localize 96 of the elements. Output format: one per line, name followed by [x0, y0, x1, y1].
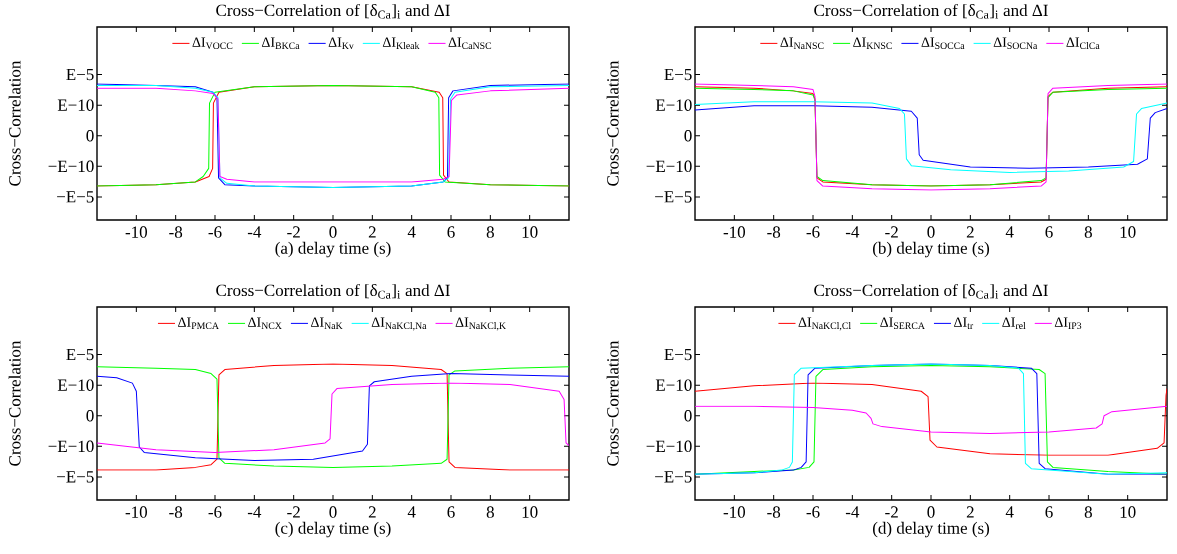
x-tick-label: -10 — [125, 226, 148, 238]
x-tick-label: -4 — [845, 226, 860, 238]
legend-label: ΔI$_{BKCa}$ — [261, 37, 300, 49]
legend-label: ΔI$_{KNSC}$ — [853, 37, 892, 49]
x-axis-title: (a) delay time (s) — [275, 241, 391, 258]
legend-label: ΔI$_{NaNSC}$ — [780, 37, 824, 49]
text: −E−5 — [57, 471, 94, 483]
text: −E−5 — [57, 191, 94, 203]
y-axis-title: Cross−Correlation — [8, 60, 21, 186]
x-tick-label: 6 — [447, 506, 455, 518]
x-tick-label: -2 — [287, 506, 300, 518]
text: 0 — [684, 129, 692, 142]
legend-label: ΔI$_{Kv}$ — [328, 37, 354, 49]
text: E−10 — [655, 379, 692, 391]
legend-label: ΔI$_{ClCa}$ — [1066, 37, 1100, 49]
chart-title: Cross−Correlation of [δ$_{Ca}$]$_{i}$ and ΔI — [216, 283, 450, 299]
x-tick-label: -8 — [169, 226, 183, 238]
text: −E−10 — [646, 160, 692, 173]
text: E−5 — [66, 348, 94, 361]
text: E−10 — [57, 99, 94, 111]
x-tick-label: 10 — [522, 226, 538, 238]
x-tick-label: 6 — [447, 226, 455, 238]
x-tick-label: -6 — [806, 506, 820, 518]
x-tick-label: 4 — [407, 506, 416, 518]
x-tick-label: 2 — [966, 506, 974, 518]
x-tick-label: -8 — [767, 506, 781, 518]
x-tick-label: -2 — [287, 226, 300, 238]
x-tick-label: 0 — [329, 226, 337, 238]
legend-label: ΔI$_{NCX}$ — [248, 317, 282, 329]
x-tick-label: 6 — [1045, 226, 1053, 238]
legend-label: ΔI$_{CaNSC}$ — [448, 37, 492, 49]
text: E−10 — [655, 99, 692, 111]
x-tick-label: 8 — [1084, 226, 1092, 238]
legend-label: ΔI$_{Kleak}$ — [382, 37, 420, 49]
x-tick-label: -10 — [125, 506, 148, 518]
text: 0 — [86, 409, 94, 422]
text: −E−10 — [646, 440, 692, 453]
x-tick-label: -6 — [806, 226, 820, 238]
y-axis-title: Cross−Correlation — [8, 340, 21, 466]
x-tick-label: 8 — [486, 506, 494, 518]
legend-label: ΔI$_{PMCA}$ — [178, 317, 219, 329]
x-tick-label: 4 — [407, 226, 416, 238]
x-tick-label: 0 — [329, 506, 337, 518]
chart-title: Cross−Correlation of [δ$_{Ca}$]$_{i}$ and ΔI — [814, 3, 1048, 19]
x-tick-label: 10 — [1120, 226, 1136, 238]
text: E−5 — [664, 68, 692, 81]
y-axis-title: Cross−Correlation — [606, 60, 619, 186]
x-tick-label: -10 — [723, 226, 746, 238]
text: −E−10 — [48, 440, 94, 453]
x-tick-label: -6 — [208, 506, 222, 518]
y-axis-title: Cross−Correlation — [606, 340, 619, 466]
text: −E−5 — [655, 471, 692, 483]
legend-label: ΔI$_{NaK}$ — [311, 317, 343, 329]
text: E−10 — [57, 379, 94, 391]
chart-title: Cross−Correlation of [δ$_{Ca}$]$_{i}$ and ΔI — [216, 3, 450, 19]
x-tick-label: -4 — [247, 226, 262, 238]
legend-label: ΔI$_{SERCA}$ — [880, 317, 925, 329]
text: −E−5 — [655, 191, 692, 203]
text: 0 — [684, 409, 692, 422]
x-tick-label: 2 — [368, 226, 376, 238]
x-tick-label: -4 — [247, 506, 262, 518]
x-axis-title: (c) delay time (s) — [275, 521, 391, 538]
x-tick-label: 2 — [368, 506, 376, 518]
legend-label: ΔI$_{IP3}$ — [1054, 317, 1082, 329]
x-tick-label: 4 — [1005, 226, 1014, 238]
x-tick-label: 6 — [1045, 506, 1053, 518]
x-tick-label: -6 — [208, 226, 222, 238]
x-tick-label: 8 — [1084, 506, 1092, 518]
legend-label: ΔI$_{tr}$ — [954, 317, 974, 329]
text: −E−10 — [48, 160, 94, 173]
text: 0 — [86, 129, 94, 142]
legend-label: ΔI$_{VOCC}$ — [192, 37, 233, 50]
legend-label: ΔI$_{NaKCl,K}$ — [455, 317, 506, 331]
x-tick-label: 0 — [927, 506, 935, 518]
legend-label: ΔI$_{NaKCl,Na}$ — [371, 317, 427, 331]
x-tick-label: 0 — [927, 226, 935, 238]
x-tick-label: -8 — [767, 226, 781, 238]
text: E−5 — [66, 68, 94, 81]
x-tick-label: 10 — [522, 506, 538, 518]
text: E−5 — [664, 348, 692, 361]
x-tick-label: -2 — [885, 226, 898, 238]
x-tick-label: -4 — [845, 506, 860, 518]
x-axis-title: (b) delay time (s) — [872, 241, 990, 258]
x-tick-label: 2 — [966, 226, 974, 238]
x-tick-label: -8 — [169, 506, 183, 518]
x-tick-label: 4 — [1005, 506, 1014, 518]
x-tick-label: 10 — [1120, 506, 1136, 518]
x-tick-label: 8 — [486, 226, 494, 238]
legend-label: ΔI$_{SOCNa}$ — [993, 37, 1038, 49]
legend-label: ΔI$_{rel}$ — [1002, 317, 1026, 329]
chart-title: Cross−Correlation of [δ$_{Ca}$]$_{i}$ and ΔI — [814, 283, 1048, 299]
x-tick-label: -10 — [723, 506, 746, 518]
legend-label: ΔI$_{SOCCa}$ — [921, 37, 965, 49]
x-tick-label: -2 — [885, 506, 898, 518]
x-axis-title: (d) delay time (s) — [872, 521, 990, 538]
legend-label: ΔI$_{NaKCl,Cl}$ — [798, 317, 851, 331]
